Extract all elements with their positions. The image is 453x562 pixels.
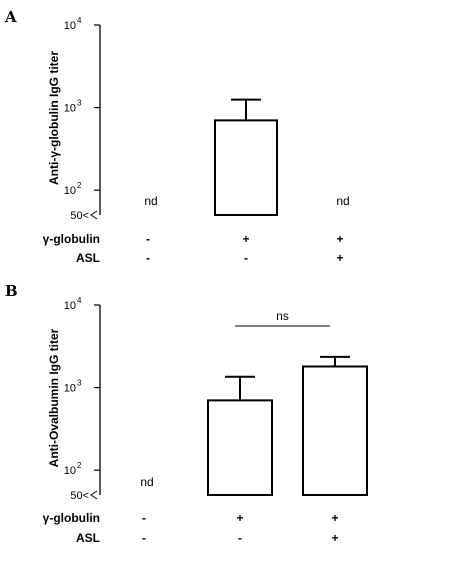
y-axis-break-marker [90,210,98,220]
condition-sign: - [244,251,248,265]
bar [302,365,368,497]
significance-label: ns [276,309,289,323]
condition-label: γ-globulin [43,232,100,246]
y-tick-exponent: 4 [77,296,82,305]
y-tick-label: 10 [64,185,76,197]
panel-letter: B [5,282,18,300]
condition-label: ASL [76,531,100,545]
y-tick-exponent: 2 [77,181,82,190]
condition-sign: + [242,232,249,246]
y-tick-label: 10 [64,103,76,115]
bar [214,119,278,216]
condition-sign: - [146,251,150,265]
y-tick-label: 10 [64,465,76,477]
condition-sign: - [142,511,146,525]
y-axis-break-marker [90,490,98,500]
condition-label: ASL [76,251,100,265]
condition-sign: - [146,232,150,246]
bar [207,399,273,497]
y-tick-exponent: 4 [77,16,82,25]
not-detected-label: nd [336,194,349,208]
condition-label: γ-globulin [43,511,100,525]
condition-sign: - [238,531,242,545]
not-detected-label: nd [140,475,153,489]
y-tick-exponent: 2 [77,461,82,470]
y-axis-label: Anti-Ovalbumin IgG titer [47,328,61,467]
condition-sign: + [336,251,343,265]
y-tick-label: 10 [64,300,76,312]
y-tick-exponent: 3 [77,99,82,108]
y-tick-exponent: 3 [77,379,82,388]
y-tick-label: 50< [70,210,89,222]
condition-sign: + [236,511,243,525]
panel-letter: A [4,8,17,26]
y-tick-label: 10 [64,20,76,32]
condition-sign: + [331,511,338,525]
condition-sign: - [142,531,146,545]
not-detected-label: nd [144,194,157,208]
y-tick-label: 10 [64,383,76,395]
condition-sign: + [331,531,338,545]
y-axis-label: Anti-γ-globulin IgG titer [47,51,61,185]
condition-sign: + [336,232,343,246]
y-tick-label: 50< [70,490,89,502]
